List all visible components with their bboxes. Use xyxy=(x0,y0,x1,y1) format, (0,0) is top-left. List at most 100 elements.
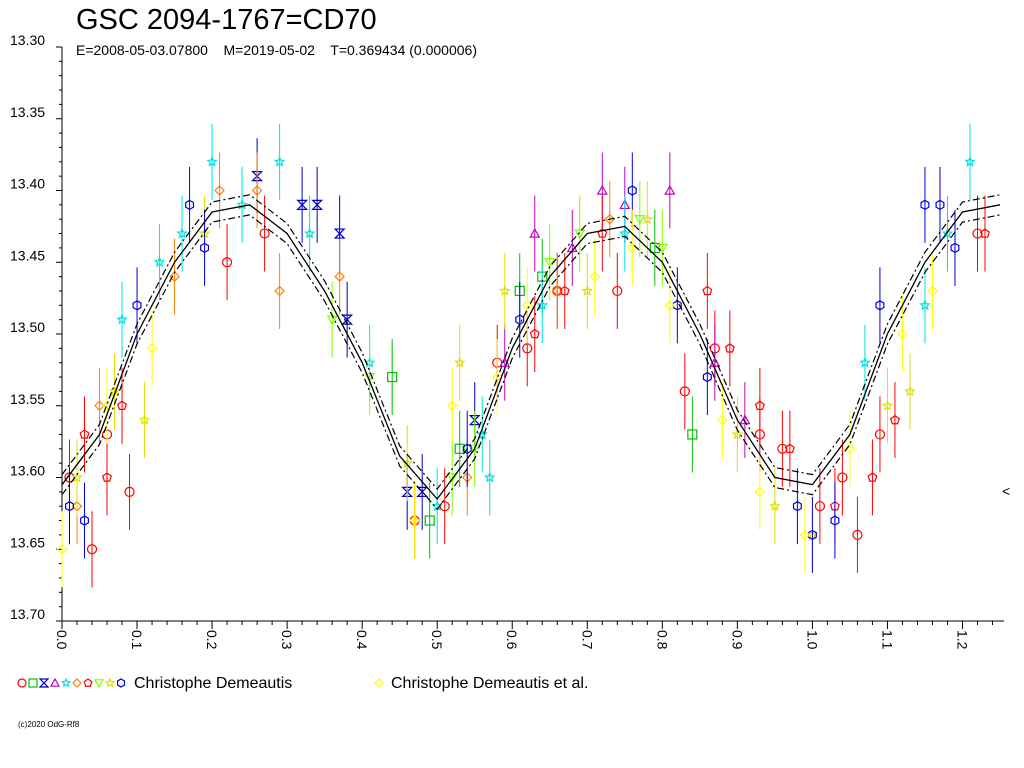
data-point xyxy=(844,443,856,455)
data-point xyxy=(679,386,690,397)
legend-marker xyxy=(49,677,61,687)
data-point xyxy=(972,228,983,239)
data-point xyxy=(469,444,481,455)
x-tick-label: 0.7 xyxy=(579,630,595,650)
x-tick-label: 0.8 xyxy=(654,630,670,650)
data-point xyxy=(446,400,458,412)
data-point xyxy=(79,429,90,439)
y-tick-label: 13.35 xyxy=(10,104,45,120)
x-tick-label: 0.4 xyxy=(354,630,370,650)
data-point xyxy=(731,428,744,440)
legend-marker xyxy=(17,678,27,688)
chart-title: GSC 2094-1767=CD70 xyxy=(76,4,377,36)
data-point xyxy=(627,185,637,196)
data-point xyxy=(483,471,496,483)
data-point xyxy=(980,228,990,238)
data-point xyxy=(259,228,270,239)
data-point xyxy=(334,271,345,282)
data-point xyxy=(56,543,68,555)
data-point xyxy=(717,414,728,426)
data-point xyxy=(799,529,811,541)
x-tick-label: 1.2 xyxy=(954,630,970,650)
data-point xyxy=(769,500,781,512)
y-tick-label: 13.60 xyxy=(10,463,45,479)
data-point xyxy=(664,184,676,195)
x-tick-label: 0.6 xyxy=(504,630,520,650)
data-point xyxy=(454,443,465,454)
y-tick-label: 13.45 xyxy=(10,247,45,263)
data-point xyxy=(904,385,916,397)
data-point xyxy=(529,227,541,238)
data-point xyxy=(462,443,472,454)
data-point xyxy=(875,300,885,311)
data-point xyxy=(453,356,466,368)
y-tick-label: 13.50 xyxy=(10,319,45,335)
data-point xyxy=(754,400,765,410)
data-point xyxy=(101,400,113,412)
data-point xyxy=(401,486,414,497)
data-point xyxy=(491,371,503,383)
legend-marker xyxy=(104,677,116,688)
data-point xyxy=(274,285,285,297)
data-point xyxy=(581,284,594,296)
data-point xyxy=(807,529,817,541)
legend-marker xyxy=(28,678,38,688)
data-point xyxy=(784,443,795,454)
data-point xyxy=(71,471,83,483)
data-point xyxy=(153,256,166,268)
data-point xyxy=(80,515,90,526)
data-point xyxy=(117,400,128,410)
x-tick-label: 0.2 xyxy=(204,630,220,650)
data-point xyxy=(559,285,570,296)
x-tick-label: 0.5 xyxy=(429,630,445,650)
legend-marker xyxy=(38,678,50,688)
data-point xyxy=(619,227,631,239)
data-point xyxy=(574,229,586,240)
data-point xyxy=(333,228,346,239)
data-point xyxy=(200,242,210,254)
data-point xyxy=(536,299,549,311)
data-point xyxy=(86,544,98,555)
model-band-upper xyxy=(61,194,1001,490)
data-point xyxy=(859,356,871,368)
data-point xyxy=(446,473,458,484)
data-point xyxy=(116,313,128,325)
data-point xyxy=(604,213,616,225)
data-point xyxy=(409,515,421,526)
data-point xyxy=(424,515,435,526)
data-point xyxy=(94,400,105,412)
data-point xyxy=(468,415,481,426)
data-point xyxy=(867,472,878,482)
x-tick-label: 0.1 xyxy=(129,630,145,650)
right-edge-marker: < xyxy=(1002,483,1010,499)
data-point xyxy=(830,515,840,526)
data-point xyxy=(950,242,960,254)
data-point xyxy=(529,328,540,339)
data-point xyxy=(498,284,511,296)
chart-subtitle: E=2008-05-03.07800 M=2019-05-02 T=0.3694… xyxy=(76,42,477,58)
legend-marker xyxy=(116,678,126,688)
data-point xyxy=(702,285,713,296)
legend-marker xyxy=(93,679,105,689)
y-tick-label: 13.40 xyxy=(10,176,45,192)
data-point xyxy=(927,285,938,297)
light-curve-plot: 13.30 13.35 13.40 13.45 13.50 13.55 13.60 13.65… xyxy=(10,32,1010,692)
data-point xyxy=(185,199,195,211)
model-band-lower xyxy=(61,214,1001,511)
data-point xyxy=(589,271,601,282)
data-point xyxy=(138,414,151,426)
data-point xyxy=(897,328,908,340)
x-tick-label: 0.3 xyxy=(279,630,295,650)
data-point xyxy=(672,300,682,311)
data-point xyxy=(612,285,623,297)
data-point xyxy=(852,529,863,541)
data-point xyxy=(919,299,931,311)
legend-label: Christophe Demeautis xyxy=(134,675,292,692)
data-point xyxy=(837,472,848,483)
x-tick-label: 1.1 xyxy=(879,630,895,650)
data-point xyxy=(777,443,788,454)
data-point xyxy=(124,486,135,497)
y-tick-label: 13.65 xyxy=(10,534,45,550)
data-point xyxy=(273,155,286,167)
data-point xyxy=(881,399,894,411)
